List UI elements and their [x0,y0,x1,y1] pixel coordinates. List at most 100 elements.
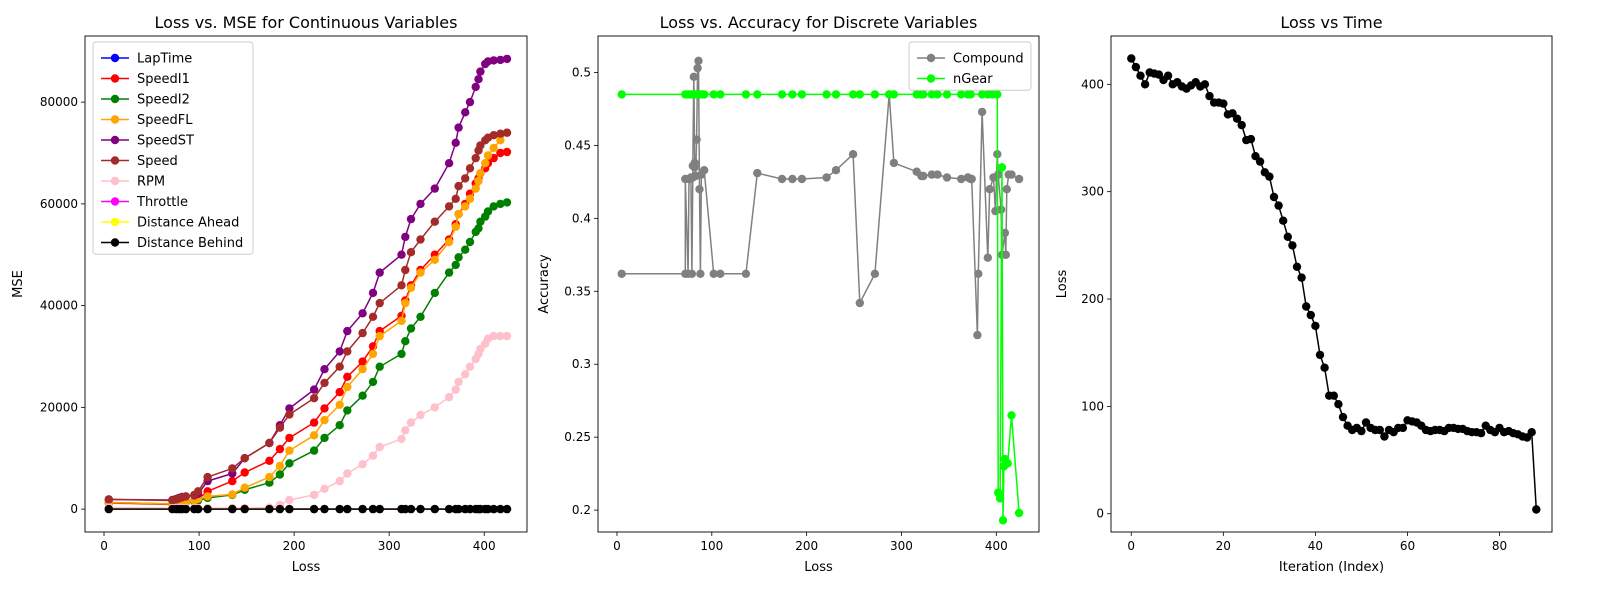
y-tick-label: 80000 [40,95,78,109]
legend-swatch-marker [110,217,120,227]
data-point [822,173,831,182]
data-point [228,504,237,514]
x-tick-label: 100 [700,539,723,553]
data-point [1315,350,1325,360]
data-point [228,490,237,499]
data-point [1014,174,1024,184]
data-point [993,90,1002,99]
y-tick-label: 400 [1081,77,1104,91]
data-point [358,504,367,514]
legend-item: Compound [917,52,1024,67]
x-axis-label: Loss [804,560,833,575]
data-point [375,362,384,371]
x-tick-label: 0 [100,539,108,553]
data-point [275,444,285,454]
data-point [483,207,493,216]
data-point [696,269,705,278]
data-point [104,495,114,504]
data-point [496,331,505,341]
plot-frame [597,35,1040,533]
data-point [285,495,294,505]
data-point [716,269,725,278]
data-point [358,357,367,366]
x-axis-label: Loss [292,560,321,575]
data-point [375,298,384,308]
legend-label: Compound [953,52,1024,67]
data-point [285,410,294,419]
legend-item: SpeedI1 [101,72,190,87]
data-point [788,90,797,99]
y-tick-label: 300 [1081,185,1104,199]
data-point [335,347,344,356]
data-point [240,468,249,477]
data-point [1163,71,1173,80]
data-point [690,163,699,172]
data-point [444,268,454,277]
data-point [489,143,498,153]
data-point [265,456,274,465]
legend: LapTime SpeedI1 SpeedI2 SpeedFL SpeedST Speed… [92,41,254,255]
data-point [1320,363,1329,372]
data-point [406,248,416,257]
data-point [358,309,367,318]
data-point [416,199,425,209]
data-point [889,158,899,168]
data-point [985,185,994,194]
legend-label: LapTime [137,52,192,67]
x-axis-label: Iteration (Index) [1279,560,1384,575]
data-point [358,365,367,374]
data-point [476,67,485,76]
legend-swatch-marker [110,238,120,247]
data-point [974,269,983,278]
legend-label: SpeedI1 [137,72,190,87]
data-point [375,268,384,277]
legend-swatch-marker [110,115,120,124]
legend-swatch-marker [110,176,120,186]
data-point [502,504,512,514]
data-point [1302,302,1311,311]
data-point [430,217,439,226]
data-point [870,269,880,278]
data-point [1219,99,1228,108]
data-point [777,174,787,184]
y-tick-label: 0.5 [572,65,591,79]
y-tick-label: 0.4 [572,211,591,225]
data-point [942,90,952,99]
data-point [416,410,425,420]
data-point [694,56,703,65]
data-point [358,460,367,469]
data-point [275,461,285,471]
data-point [1002,185,1011,194]
data-point [368,288,378,298]
data-point [406,418,416,427]
plot-frame [1110,35,1553,533]
legend-item: RPM [101,175,165,190]
data-point [285,433,294,443]
legend-item: SpeedFL [101,113,193,128]
data-point [1306,310,1316,320]
data-point [1255,157,1265,166]
series-line [1130,58,1538,510]
data-point [203,504,212,514]
data-point [476,169,485,178]
data-point [1205,91,1214,101]
data-point [228,476,237,486]
data-point [320,378,329,388]
series-0 [1127,54,1541,514]
data-point [406,504,416,514]
data-point [335,400,344,409]
data-point [320,404,329,413]
legend-item: LapTime [101,52,192,67]
data-point [343,504,352,514]
data-point [496,199,505,209]
data-point [465,97,475,107]
data-point [465,362,475,371]
series-line [621,60,1020,336]
data-point [285,459,294,468]
legend-label: Throttle [136,195,188,210]
data-point [203,492,212,501]
legend-label: SpeedI2 [137,93,190,108]
data-point [753,168,762,178]
data-point [474,75,483,84]
